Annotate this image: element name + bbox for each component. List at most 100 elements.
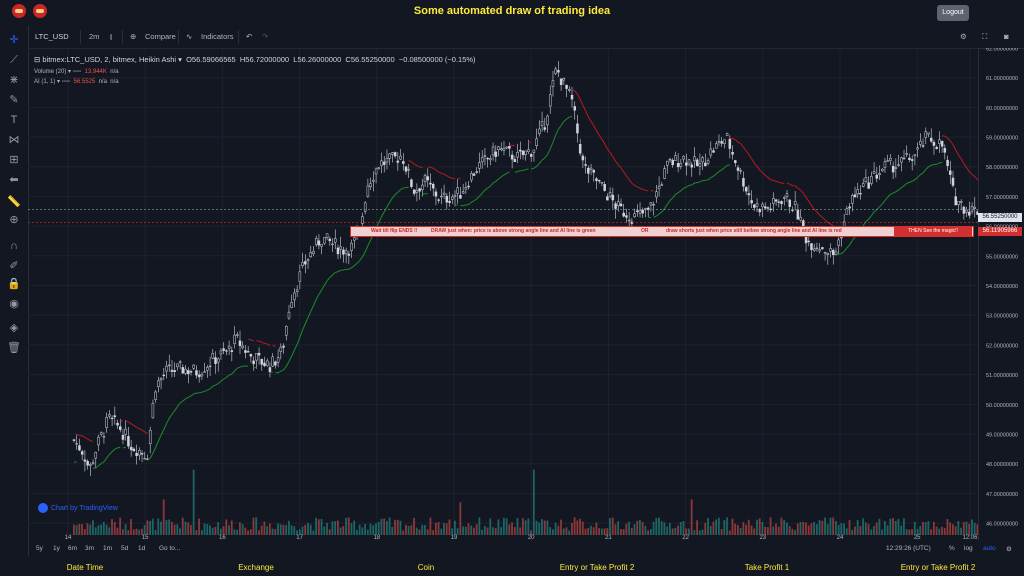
volume-bar xyxy=(445,523,448,535)
volume-bar xyxy=(698,530,701,535)
ai-line-segment xyxy=(764,174,769,178)
volume-bar xyxy=(211,527,214,535)
column-exchange[interactable]: Exchange xyxy=(238,563,274,572)
ai-line-segment xyxy=(816,211,821,216)
scale-settings-icon[interactable]: ⚙ xyxy=(1006,546,1012,553)
y-tick-label: 57.00000000 xyxy=(986,195,1018,201)
volume-bar xyxy=(758,518,761,535)
auto-toggle[interactable]: auto xyxy=(983,545,996,552)
crosshair-icon[interactable]: ✛ xyxy=(9,34,19,46)
ai-line-segment xyxy=(329,274,333,278)
candle-body xyxy=(559,78,563,85)
series-title[interactable]: bitmex:LTC_USD, 2, bitmex, Heikin Ashi xyxy=(42,55,177,64)
ai-line-segment xyxy=(560,121,565,126)
fullscreen-icon[interactable]: ⛶ xyxy=(982,32,988,41)
trend-line-icon[interactable]: ⟋ xyxy=(10,54,18,66)
volume-bar xyxy=(968,523,971,535)
price-chart[interactable]: 14 15 16 17 18 19 20 21 22 23 24 25 12:06 xyxy=(28,48,978,541)
snapshot-camera-icon[interactable]: ◙ xyxy=(1004,32,1009,41)
candle-body xyxy=(279,346,283,352)
forecast-tool-icon[interactable]: ⊞ xyxy=(9,154,19,166)
candle-body xyxy=(491,146,495,156)
range-3m[interactable]: 3m xyxy=(85,545,95,552)
lock-icon[interactable]: 🔒 xyxy=(7,278,21,290)
ai-line-segment xyxy=(566,116,570,120)
volume-bar xyxy=(336,520,339,535)
range-5y[interactable]: 5y xyxy=(36,545,43,552)
ai-line-segment xyxy=(465,203,469,206)
brand-logo-icon[interactable] xyxy=(12,4,26,18)
column-entry-tp2[interactable]: Entry or Take Profit 2 xyxy=(559,563,635,572)
y-tick-label: 51.00000000 xyxy=(986,373,1018,379)
candle-body xyxy=(655,191,658,198)
indicators-icon[interactable]: ∿ xyxy=(186,32,193,41)
magnet-icon[interactable]: ∩ xyxy=(10,240,18,252)
zoom-in-icon[interactable]: ⊕ xyxy=(9,214,19,226)
range-1y[interactable]: 1y xyxy=(53,545,60,552)
range-1d[interactable]: 1d xyxy=(138,545,146,552)
indicators-button[interactable]: Indicators xyxy=(201,32,234,41)
price-scale[interactable]: 62.00000000 61.00000000 60.00000000 59.0000… xyxy=(978,48,1024,541)
pattern-tool-icon[interactable]: ⋈ xyxy=(8,134,20,146)
percent-toggle[interactable]: % xyxy=(949,545,955,552)
tradingview-watermark[interactable]: Chart by TradingView xyxy=(38,503,118,513)
volume-bar xyxy=(296,530,298,535)
stay-drawing-icon[interactable]: ✐ xyxy=(9,260,19,272)
log-toggle[interactable]: log xyxy=(964,545,973,552)
back-arrow-icon[interactable]: ⬅ xyxy=(9,174,19,186)
undo-icon[interactable]: ↶ xyxy=(246,32,253,41)
volume-bar xyxy=(527,518,530,535)
compare-button[interactable]: Compare xyxy=(145,32,176,41)
ai-label[interactable]: AI (1, 1) xyxy=(34,79,56,85)
candle-body xyxy=(113,415,117,418)
brand-logo-icon-2[interactable] xyxy=(33,4,47,18)
volume-bar xyxy=(451,528,454,535)
goto-button[interactable]: Go to... xyxy=(159,545,181,552)
text-tool-icon[interactable]: T xyxy=(10,114,18,126)
eye-icon[interactable]: ◉ xyxy=(9,298,19,310)
ai-line-segment xyxy=(351,265,355,269)
column-coin[interactable]: Coin xyxy=(417,563,435,572)
candle-body xyxy=(946,159,949,166)
ai-line-segment xyxy=(721,167,725,171)
collapse-icon[interactable]: ⊟ xyxy=(34,55,41,64)
interval-selector[interactable]: 2m xyxy=(89,32,100,41)
volume-label[interactable]: Volume (20) xyxy=(34,69,67,75)
ai-line-segment xyxy=(631,182,635,186)
volume-bar xyxy=(720,529,723,535)
ai-line-segment xyxy=(506,171,510,174)
ai-line-segment xyxy=(293,344,298,351)
volume-bar xyxy=(236,529,239,535)
redo-icon[interactable]: ↷ xyxy=(262,32,269,41)
range-6m[interactable]: 6m xyxy=(68,545,78,552)
column-date-time[interactable]: Date Time xyxy=(66,563,104,572)
chart-style-icon[interactable]: ⫾ xyxy=(110,32,113,41)
ai-line-segment xyxy=(386,202,391,208)
range-1m[interactable]: 1m xyxy=(103,545,113,552)
column-entry-tp2-b[interactable]: Entry or Take Profit 2 xyxy=(900,563,976,572)
fib-tool-icon[interactable]: ⋇ xyxy=(9,74,19,86)
ai-line-segment xyxy=(533,165,537,169)
candle-body xyxy=(399,155,402,160)
settings-gear-icon[interactable]: ⚙ xyxy=(960,32,967,41)
volume-bar xyxy=(519,527,522,535)
trash-icon[interactable]: 🗑 xyxy=(7,342,21,354)
column-take-profit-1[interactable]: Take Profit 1 xyxy=(744,563,790,572)
trading-idea-banner[interactable]: Wait till flip ENDS !! DRAW just when: p… xyxy=(350,226,974,237)
brush-icon[interactable]: ✎ xyxy=(9,94,19,106)
layers-icon[interactable]: ◈ xyxy=(9,322,19,334)
candle-body xyxy=(959,200,963,203)
range-5d[interactable]: 5d xyxy=(121,545,129,552)
ruler-icon[interactable]: 📏 xyxy=(7,196,21,208)
ai-line-segment xyxy=(802,192,807,198)
ai-line-segment xyxy=(620,167,625,173)
volume-bar xyxy=(277,523,279,535)
ai-line-segment xyxy=(84,436,88,440)
ai-line-segment xyxy=(756,165,761,171)
logout-button[interactable]: Logout xyxy=(937,5,969,21)
volume-bar xyxy=(652,521,655,535)
series-menu-icon[interactable]: ▾ xyxy=(178,55,182,64)
compare-icon[interactable]: ⊕ xyxy=(130,32,137,41)
volume-bar xyxy=(761,521,764,535)
symbol-search[interactable]: LTC_USD xyxy=(35,32,69,41)
